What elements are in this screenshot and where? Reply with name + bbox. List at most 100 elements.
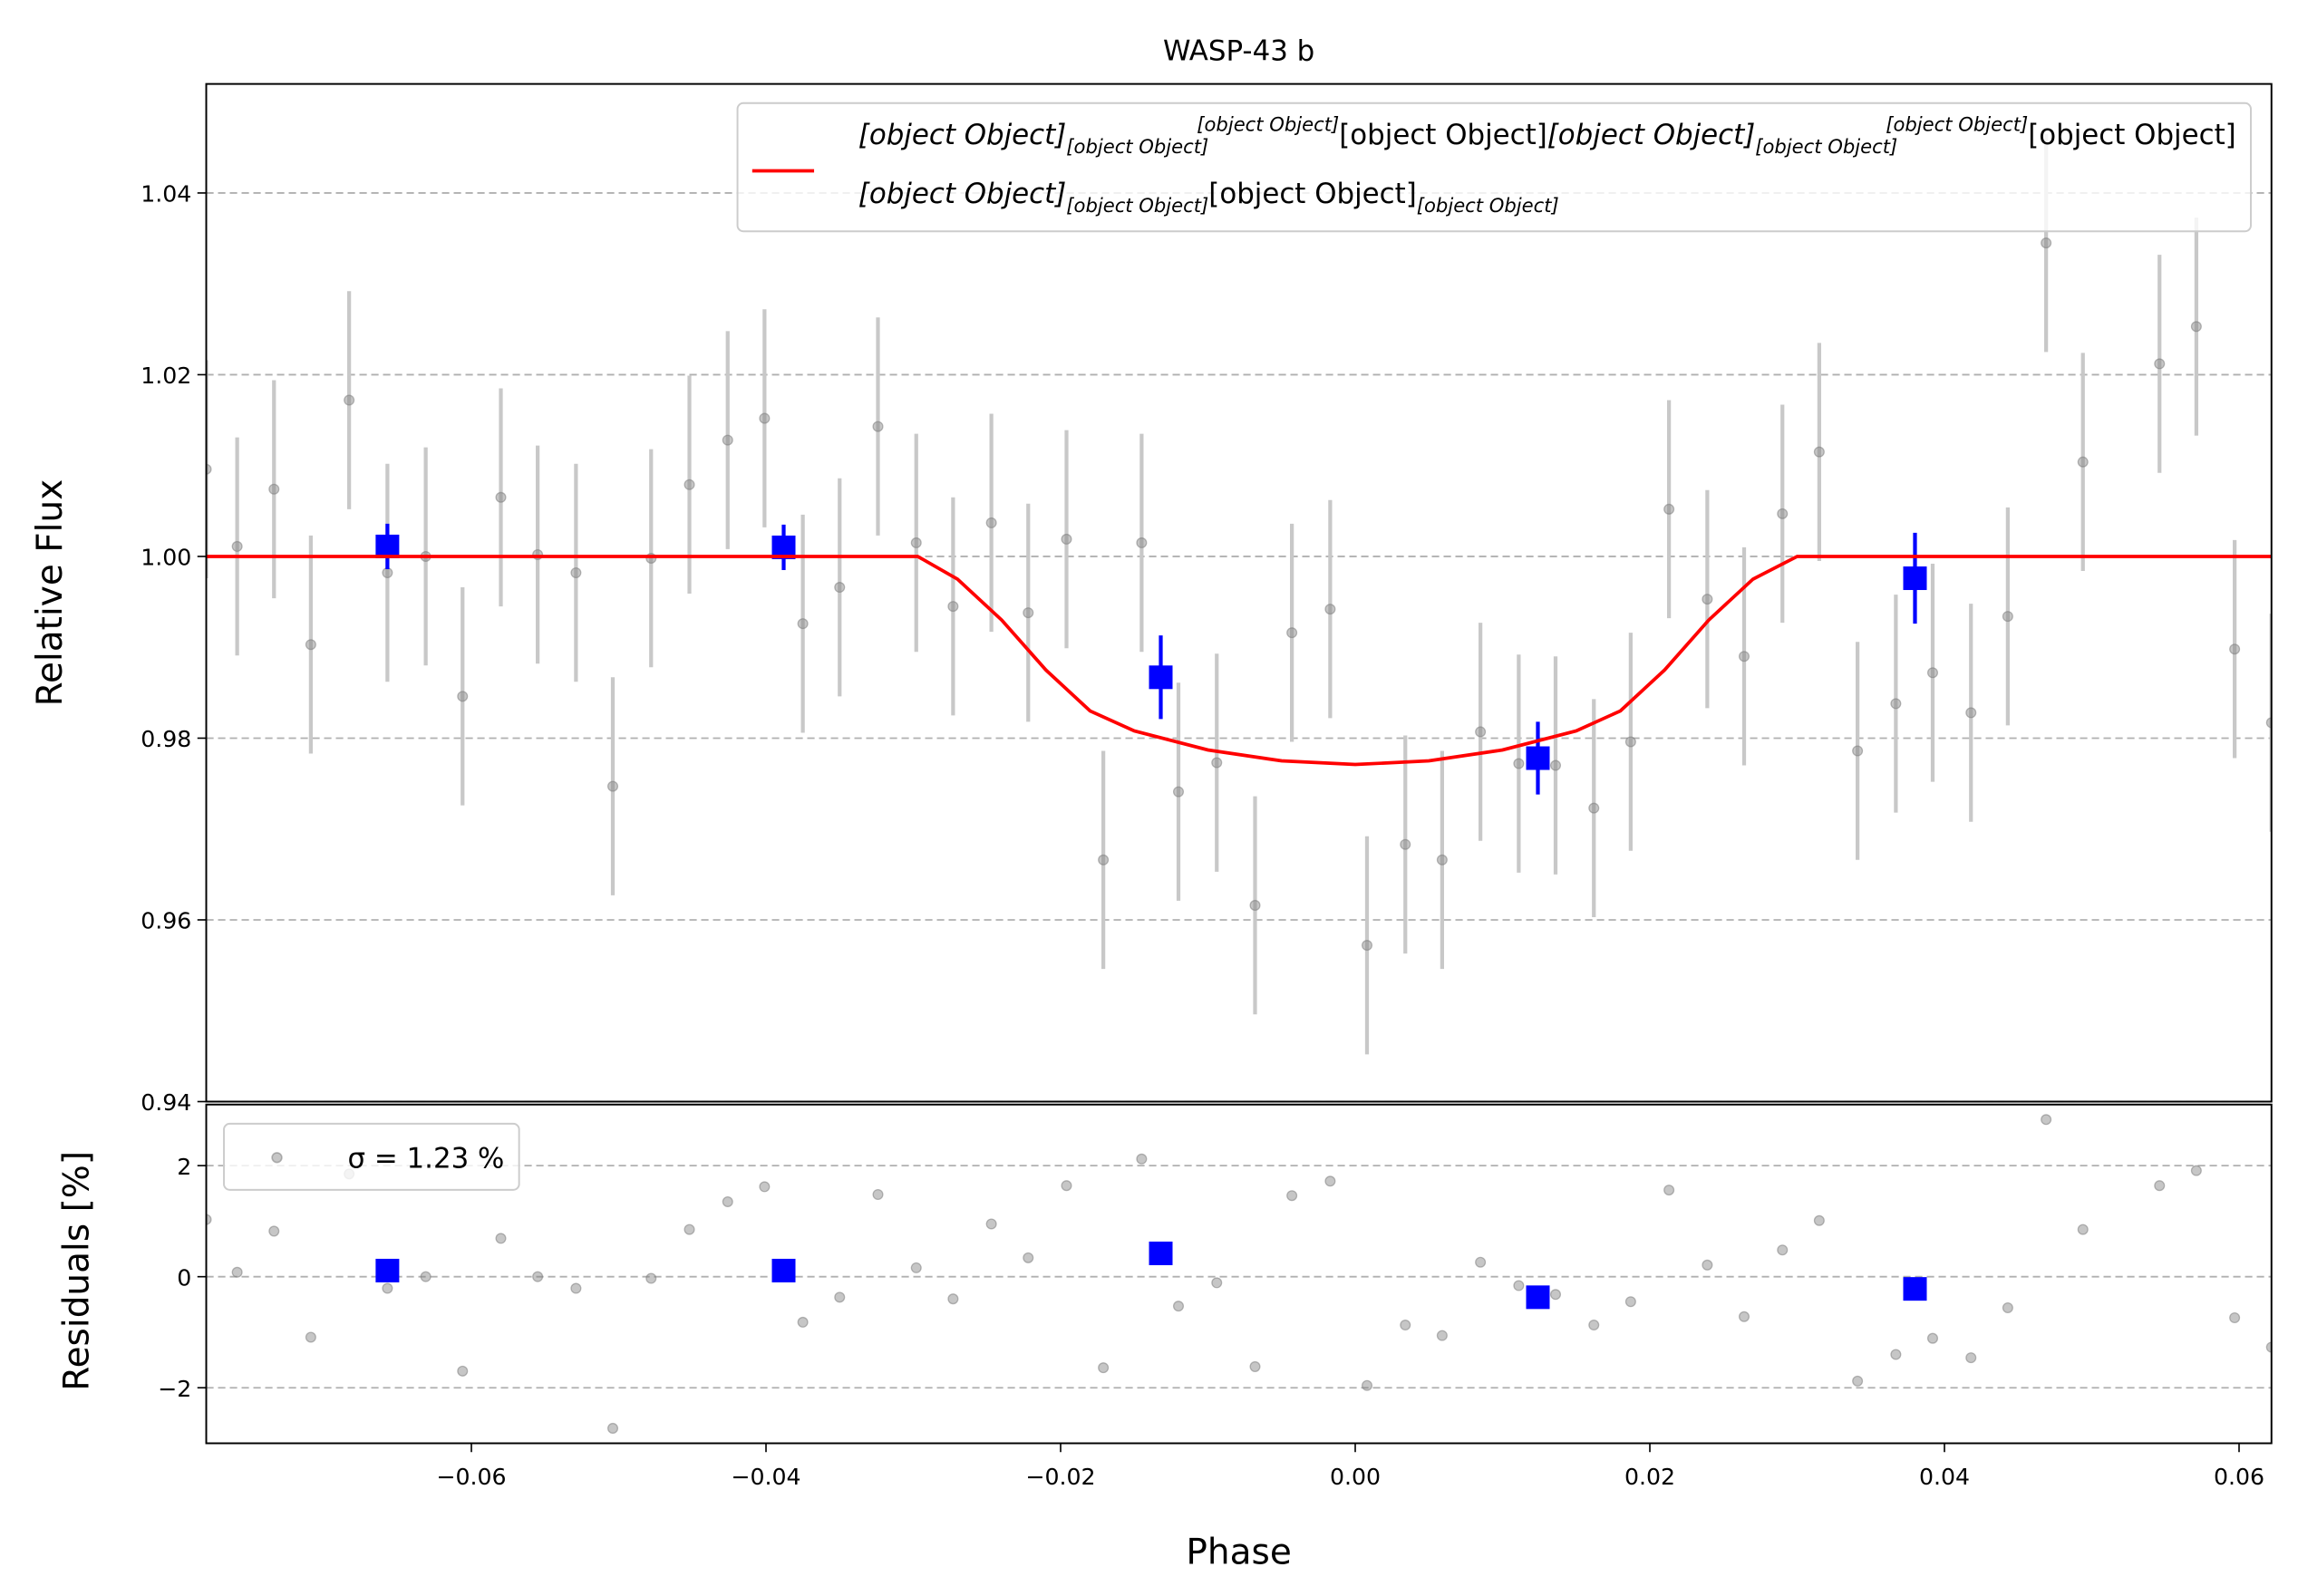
data-point [947, 601, 959, 613]
data-point [1852, 745, 1864, 757]
data-point [1361, 1379, 1373, 1391]
legend-label-part: [object Object] [858, 119, 1066, 151]
legend-label-part: [object Object] [1547, 119, 1756, 151]
data-point [606, 1422, 619, 1434]
data-point [344, 394, 355, 406]
y-tick-label: −2 [158, 1376, 191, 1402]
model-line [206, 555, 2272, 767]
data-point [206, 1214, 212, 1225]
data-point [1813, 446, 1825, 458]
data-point [2190, 1165, 2202, 1176]
legend-label: [object Object][object Object][object Ob… [858, 113, 2236, 158]
plot-area [206, 1114, 2272, 1434]
data-point [759, 1181, 771, 1193]
binned-point [771, 1258, 796, 1282]
data-point [532, 1271, 544, 1282]
binned-point [375, 1258, 400, 1282]
data-point [1702, 594, 1713, 605]
legend-label-part: [object Object] [1886, 113, 2028, 136]
data-point [1249, 899, 1261, 911]
legend: σ = 1.23 % [223, 1122, 520, 1191]
data-point [947, 1293, 959, 1305]
x-tick-label: 0.06 [2214, 1464, 2264, 1490]
data-point [570, 566, 582, 579]
data-point [1890, 1349, 1902, 1360]
x-tick-label: 0.00 [1330, 1464, 1381, 1490]
data-point [910, 1262, 922, 1273]
data-point [1172, 786, 1185, 798]
data-point [1777, 1244, 1789, 1256]
data-point [645, 1272, 657, 1284]
data-point [382, 566, 393, 579]
data-point [985, 517, 997, 528]
data-point [231, 1266, 243, 1278]
data-point [2041, 1114, 2052, 1126]
data-point [1549, 1289, 1562, 1301]
binned-point [1526, 1285, 1550, 1310]
data-point [1738, 651, 1750, 663]
data-point [1211, 757, 1223, 769]
data-point [1136, 537, 1148, 548]
binned-point [1149, 665, 1173, 690]
data-point [2190, 321, 2202, 333]
binned-point [1903, 1277, 1927, 1301]
x-tick-label: 0.02 [1624, 1464, 1675, 1490]
data-point [1549, 759, 1562, 771]
legend-label-part: [object Object] [1755, 135, 1897, 158]
data-point [2002, 611, 2013, 623]
data-point [2077, 1224, 2089, 1235]
data-point [1777, 508, 1789, 519]
data-point [872, 421, 884, 432]
data-point [206, 463, 212, 475]
x-tick-label: −0.02 [1025, 1464, 1095, 1490]
data-point [495, 1233, 507, 1244]
data-point [268, 1225, 280, 1237]
data-point [305, 639, 316, 651]
binned-point [1149, 1241, 1173, 1265]
data-point [1098, 1362, 1110, 1374]
data-point [457, 691, 469, 702]
legend-label-part: [object Object] [1339, 119, 1547, 151]
data-point [606, 780, 619, 792]
y-tick-label: 0.94 [141, 1089, 191, 1116]
data-point [1023, 1252, 1034, 1263]
legend: [object Object][object Object][object Ob… [736, 102, 2252, 233]
data-point [1624, 736, 1636, 748]
data-point [834, 582, 846, 594]
data-point [1624, 1296, 1636, 1308]
data-point [722, 1195, 733, 1207]
data-point [1926, 1332, 1939, 1344]
data-point [684, 479, 695, 490]
data-point [1738, 1311, 1750, 1322]
data-point [2077, 456, 2089, 468]
data-point [2154, 358, 2166, 370]
data-point [2041, 237, 2052, 249]
data-point [457, 1365, 469, 1377]
data-point [985, 1218, 997, 1230]
data-point [1061, 533, 1072, 545]
data-point [1249, 1360, 1261, 1372]
legend-label-part: [object Object] [1066, 135, 1208, 158]
data-point [759, 412, 771, 424]
legend-frame [736, 102, 2252, 233]
axes-frame [205, 82, 2273, 1103]
y-tick-label: 0.96 [141, 908, 191, 934]
data-point [1286, 1190, 1298, 1202]
data-point [872, 1188, 884, 1201]
x-tick-label: 0.04 [1919, 1464, 1970, 1490]
legend-label-part: [object Object] [1208, 178, 1417, 210]
legend-label-part: [object Object] [2028, 119, 2235, 151]
data-point [1436, 1330, 1448, 1341]
chart-title: WASP-43 b [1163, 35, 1314, 68]
y-tick-label: 0 [177, 1264, 191, 1291]
data-point [1211, 1277, 1223, 1289]
data-point [1400, 838, 1411, 850]
data-point [797, 618, 809, 630]
y-axis-label: Relative Flux [30, 479, 71, 707]
data-point [382, 1282, 393, 1294]
y-tick-label: 1.04 [141, 181, 191, 208]
data-point [2002, 1301, 2013, 1314]
legend-label-part: [object Object] [1066, 194, 1208, 217]
binned-point [375, 534, 400, 558]
